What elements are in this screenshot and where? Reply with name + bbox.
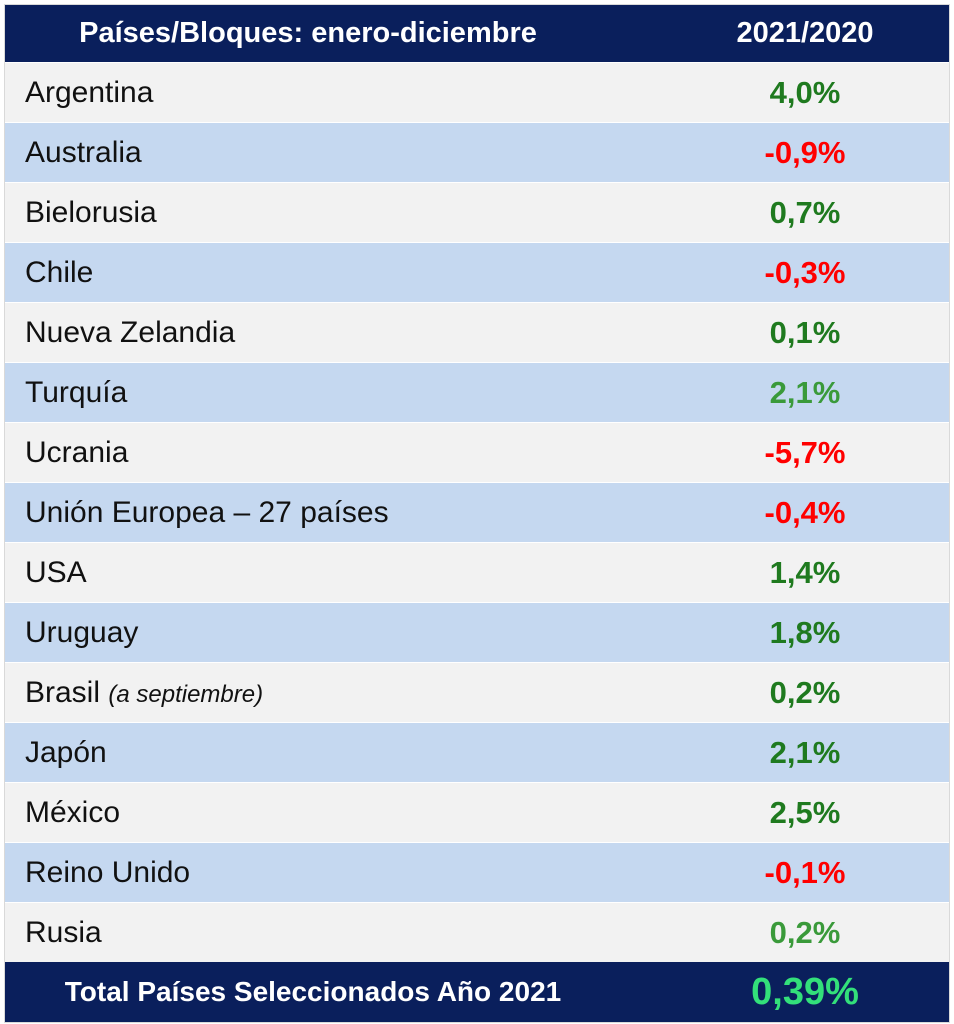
country-label: México <box>25 795 121 829</box>
total-row: Total Países Seleccionados Año 2021 0,39… <box>5 962 949 1022</box>
table-header: Países/Bloques: enero-diciembre 2021/202… <box>5 5 949 62</box>
change-value: -0,1% <box>764 854 846 890</box>
table-row: Brasil (a septiembre) 0,2% <box>5 662 949 722</box>
table-row: México 2,5% <box>5 782 949 842</box>
change-value: 2,5% <box>769 794 841 830</box>
table-row: Bielorusia 0,7% <box>5 182 949 242</box>
total-value: 0,39% <box>751 970 859 1013</box>
country-name: Japón <box>5 736 691 770</box>
country-note: (a septiembre) <box>108 680 264 708</box>
table-row: Uruguay 1,8% <box>5 602 949 662</box>
table-row: Reino Unido -0,1% <box>5 842 949 902</box>
table-row: Unión Europea – 27 países -0,4% <box>5 482 949 542</box>
country-label: Unión Europea – 27 países <box>25 495 389 529</box>
table-row: Ucrania -5,7% <box>5 422 949 482</box>
table-row: Rusia 0,2% <box>5 902 949 962</box>
table-row: Argentina 4,0% <box>5 62 949 122</box>
country-label: Australia <box>25 135 142 169</box>
header-period: 2021/2020 <box>736 17 874 49</box>
country-label: Uruguay <box>25 615 139 649</box>
country-name: México <box>5 796 691 830</box>
change-value: 0,1% <box>769 314 841 350</box>
country-name: Argentina <box>5 76 691 110</box>
country-label: Japón <box>25 735 107 769</box>
country-name: Bielorusia <box>5 196 691 230</box>
change-value: -5,7% <box>764 434 846 470</box>
change-value: -0,4% <box>764 494 846 530</box>
country-name: Nueva Zelandia <box>5 316 691 350</box>
change-value: 1,8% <box>769 614 841 650</box>
country-name: Rusia <box>5 916 691 950</box>
country-name: Turquía <box>5 376 691 410</box>
country-label: Rusia <box>25 915 102 949</box>
country-name: Brasil (a septiembre) <box>5 676 691 710</box>
change-value: 0,7% <box>769 194 841 230</box>
country-name: Chile <box>5 256 691 290</box>
table-row: Nueva Zelandia 0,1% <box>5 302 949 362</box>
table-row: USA 1,4% <box>5 542 949 602</box>
country-label: Reino Unido <box>25 855 191 889</box>
country-label: Bielorusia <box>25 195 157 229</box>
header-countries: Países/Bloques: enero-diciembre <box>79 17 537 49</box>
table-body: Argentina 4,0% Australia -0,9% Bielorusia 0,7… <box>5 62 949 962</box>
change-value: 0,2% <box>769 674 841 710</box>
country-label: Ucrania <box>25 435 129 469</box>
table-row: Turquía 2,1% <box>5 362 949 422</box>
country-label: Chile <box>25 255 94 289</box>
country-name: Reino Unido <box>5 856 691 890</box>
country-label: Turquía <box>25 375 128 409</box>
change-value: 2,1% <box>769 734 841 770</box>
change-value: 0,2% <box>769 914 841 950</box>
country-name: USA <box>5 556 691 590</box>
total-label: Total Países Seleccionados Año 2021 <box>64 976 562 1007</box>
country-label: Nueva Zelandia <box>25 315 236 349</box>
change-value: 2,1% <box>769 374 841 410</box>
change-value: 1,4% <box>769 554 841 590</box>
country-name: Uruguay <box>5 616 691 650</box>
change-value: 4,0% <box>769 74 841 110</box>
country-label: USA <box>25 555 87 589</box>
table-row: Japón 2,1% <box>5 722 949 782</box>
country-name: Ucrania <box>5 436 691 470</box>
change-value: -0,3% <box>764 254 846 290</box>
table-row: Australia -0,9% <box>5 122 949 182</box>
change-value: -0,9% <box>764 134 846 170</box>
data-table: Países/Bloques: enero-diciembre 2021/202… <box>4 4 950 1023</box>
country-name: Australia <box>5 136 691 170</box>
country-name: Unión Europea – 27 países <box>5 496 691 530</box>
country-label: Brasil <box>25 675 109 709</box>
table-row: Chile -0,3% <box>5 242 949 302</box>
country-label: Argentina <box>25 75 154 109</box>
